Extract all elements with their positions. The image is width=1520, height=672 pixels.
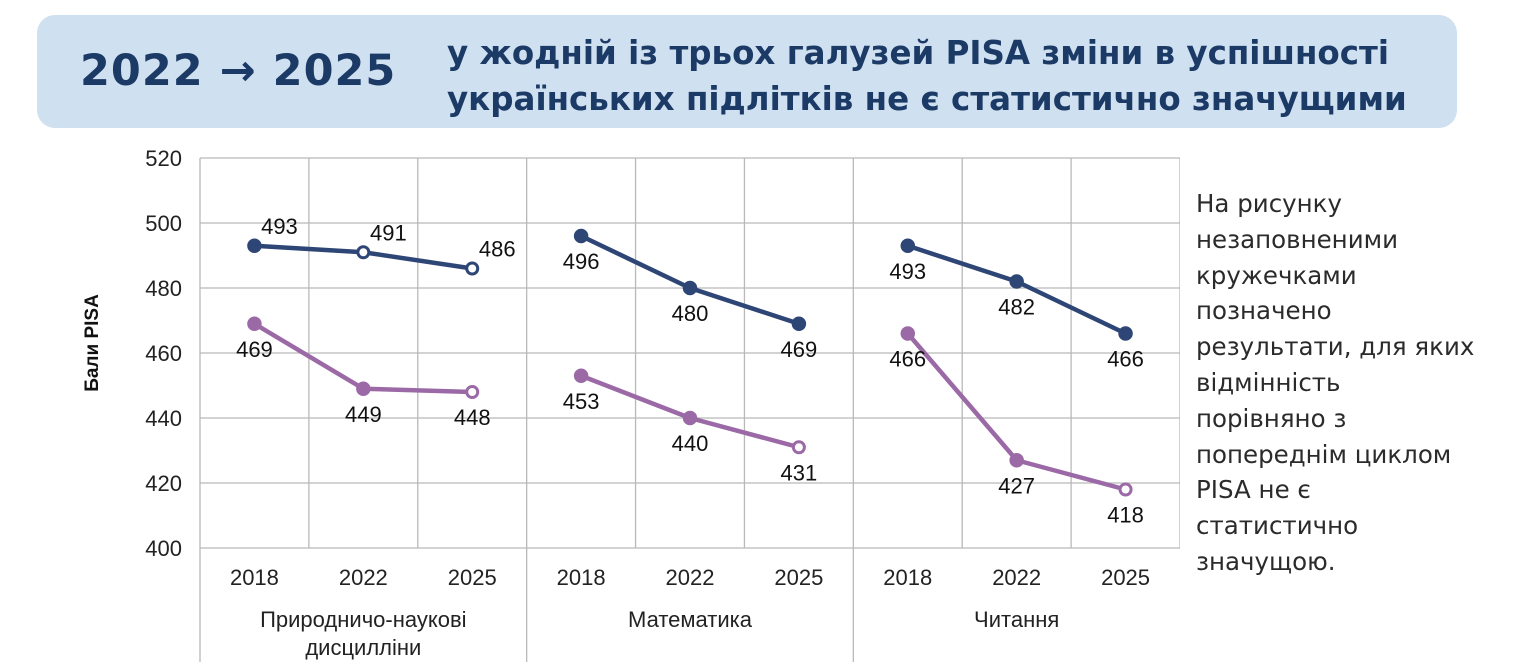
side-note-line: незаповненими <box>1196 224 1399 254</box>
x-tick-label: 2018 <box>883 565 932 590</box>
group-label: Читання <box>974 607 1059 632</box>
y-tick-label: 440 <box>145 406 182 431</box>
data-label: 431 <box>781 460 818 485</box>
data-label: 466 <box>1107 347 1144 372</box>
side-note-line: попереднім циклом <box>1196 439 1452 469</box>
data-point <box>900 238 916 253</box>
data-label: 440 <box>672 431 709 456</box>
data-label: 427 <box>998 473 1035 498</box>
side-note-line: порівняно з <box>1196 403 1347 433</box>
data-label: 418 <box>1107 503 1144 528</box>
data-point <box>356 381 371 396</box>
group-label: Математика <box>628 607 753 632</box>
banner-headline: у жодній із трьох галузей PISA зміни в у… <box>447 30 1447 122</box>
banner-years: 2022 → 2025 <box>80 46 397 96</box>
x-tick-label: 2022 <box>339 565 388 590</box>
y-tick-label: 500 <box>145 211 182 236</box>
data-point-hollow <box>1118 482 1133 497</box>
data-label: 480 <box>672 301 709 326</box>
data-label: 491 <box>370 220 407 245</box>
side-note-line: результати, для яких <box>1196 332 1475 362</box>
x-tick-label: 2022 <box>666 565 715 590</box>
data-label: 486 <box>479 237 516 262</box>
data-point-hollow <box>791 440 806 455</box>
side-note: На рисунку незаповненими кружечками позначе… <box>1196 186 1506 580</box>
data-label: 493 <box>889 259 926 284</box>
data-label: 469 <box>236 337 273 362</box>
data-point <box>573 228 589 244</box>
pisa-line-chart: 400 420 440 460 480 500 520 Бали PISA 2018 2022 20… <box>82 146 1180 662</box>
y-tick-label: 420 <box>145 471 182 496</box>
data-label: 496 <box>563 249 600 274</box>
group-label: дисцилліни <box>305 635 421 660</box>
side-note-line: значущою. <box>1196 546 1336 576</box>
data-point-hollow <box>465 385 480 399</box>
data-point <box>1009 274 1024 289</box>
data-point <box>682 280 698 296</box>
x-tick-label: 2018 <box>557 565 606 590</box>
data-label: 469 <box>781 337 818 362</box>
side-note-line: статистично <box>1196 511 1359 541</box>
banner-headline-line-2: українських підлітків не є статистично з… <box>447 80 1407 118</box>
y-tick-label: 520 <box>145 146 182 171</box>
x-tick-label: 2025 <box>774 565 823 590</box>
x-tick-label: 2022 <box>992 565 1041 590</box>
data-label: 453 <box>563 389 600 414</box>
data-point-hollow <box>356 245 371 260</box>
data-point <box>573 368 589 383</box>
data-point-hollow <box>465 261 480 276</box>
x-tick-label: 2018 <box>230 565 279 590</box>
data-point <box>900 326 916 341</box>
y-tick-label: 480 <box>145 276 182 301</box>
y-tick-label: 400 <box>145 536 182 561</box>
data-point <box>791 316 807 331</box>
data-label: 493 <box>261 214 298 239</box>
data-point <box>247 316 262 331</box>
series-line-upper <box>905 243 1128 336</box>
x-tick-label: 2025 <box>1101 565 1150 590</box>
data-point <box>247 238 262 253</box>
banner-headline-line-1: у жодній із трьох галузей PISA зміни в у… <box>447 34 1389 72</box>
side-note-line: відмінність <box>1196 367 1341 397</box>
side-note-line: позначено <box>1196 296 1332 326</box>
data-label: 449 <box>345 402 382 427</box>
data-label: 448 <box>454 405 491 430</box>
data-label: 466 <box>889 347 926 372</box>
side-note-line: На рисунку <box>1196 189 1342 218</box>
side-note-line: PISA не є <box>1196 475 1311 505</box>
data-label: 482 <box>998 295 1035 320</box>
y-tick-label: 460 <box>145 341 182 366</box>
x-tick-label: 2025 <box>448 565 497 590</box>
group-label: Природничо-наукові <box>260 607 466 632</box>
y-axis-title: Бали PISA <box>82 294 103 392</box>
data-point <box>682 410 698 426</box>
side-note-line: кружечками <box>1196 260 1357 290</box>
data-point <box>1009 453 1024 468</box>
data-point <box>1118 326 1133 341</box>
title-banner <box>37 15 1457 128</box>
